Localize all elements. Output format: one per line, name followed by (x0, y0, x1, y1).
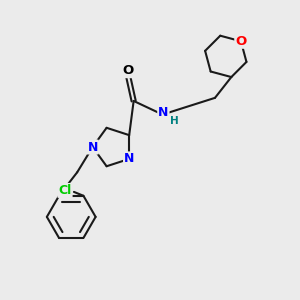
Text: N: N (124, 152, 134, 165)
Text: O: O (235, 35, 247, 48)
Text: N: N (158, 106, 169, 119)
Text: H: H (170, 116, 179, 126)
Text: N: N (87, 140, 98, 154)
Text: Cl: Cl (58, 184, 72, 197)
Text: O: O (122, 64, 133, 77)
